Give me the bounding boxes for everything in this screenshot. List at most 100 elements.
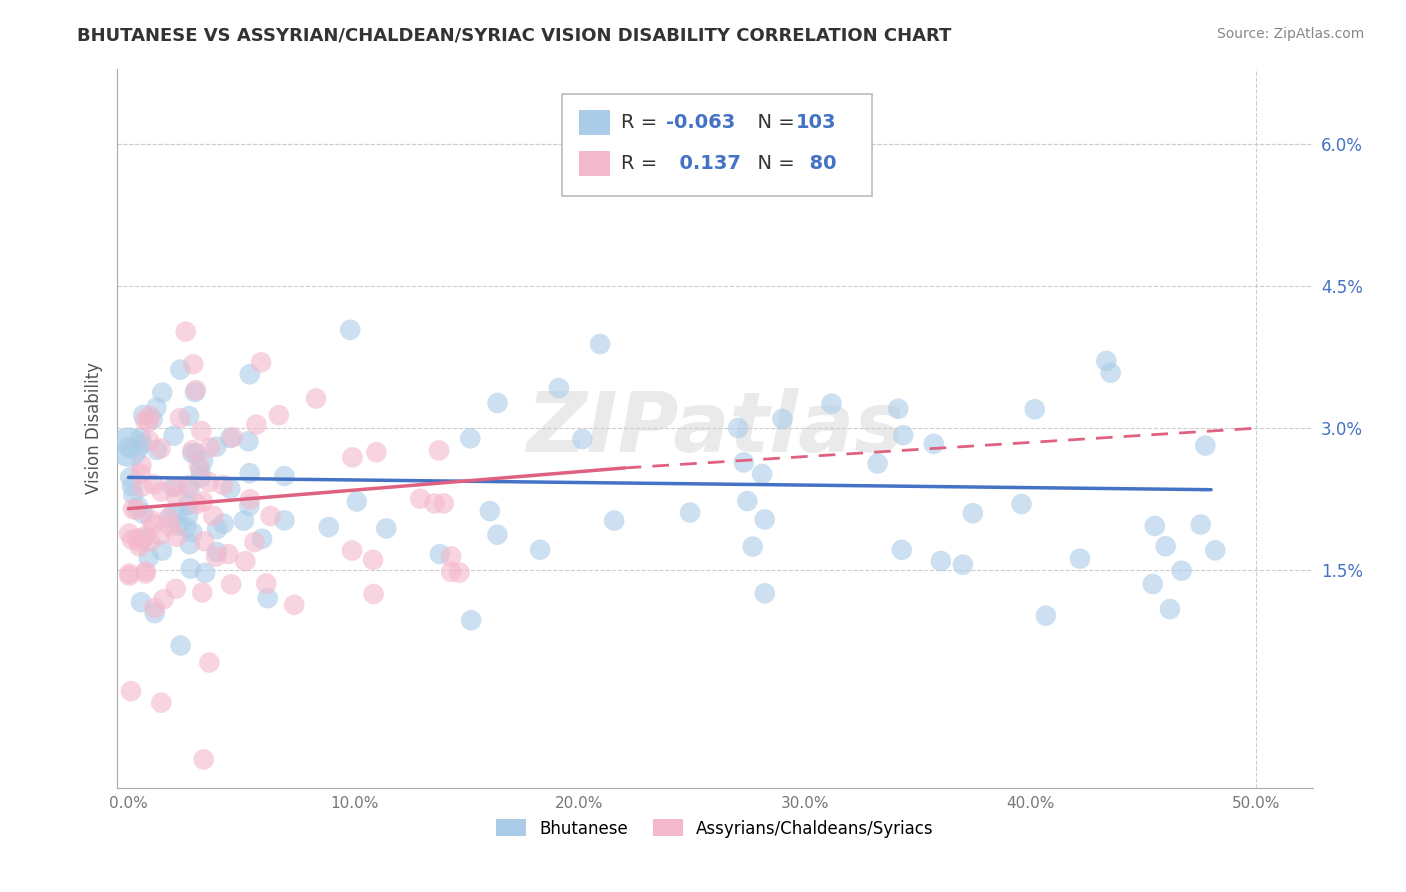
Point xyxy=(478,504,501,518)
Point xyxy=(449,566,471,580)
Point xyxy=(1010,497,1032,511)
Point xyxy=(127,500,149,514)
Point xyxy=(754,586,776,600)
Text: -0.063: -0.063 xyxy=(666,112,735,132)
Point xyxy=(727,421,749,435)
Point xyxy=(339,323,361,337)
Point xyxy=(962,506,984,520)
Point xyxy=(1159,602,1181,616)
Point xyxy=(149,442,172,456)
Point xyxy=(131,458,153,472)
Point xyxy=(952,558,974,572)
Point xyxy=(169,411,191,425)
Point xyxy=(820,397,842,411)
Point xyxy=(1143,519,1166,533)
Point xyxy=(571,432,593,446)
Point xyxy=(129,595,152,609)
Point xyxy=(167,518,190,533)
Point xyxy=(929,554,952,568)
Point xyxy=(273,513,295,527)
Point xyxy=(191,585,214,599)
Point xyxy=(191,494,214,508)
Point xyxy=(186,497,208,511)
Point xyxy=(179,478,201,492)
Point xyxy=(129,535,152,549)
Point xyxy=(145,401,167,415)
Point xyxy=(159,509,181,524)
Point xyxy=(165,582,187,596)
Point xyxy=(190,424,212,438)
Point xyxy=(219,482,242,496)
Point xyxy=(165,530,187,544)
Point xyxy=(219,431,242,445)
Point xyxy=(150,484,173,499)
Point xyxy=(239,368,262,382)
Point xyxy=(159,519,181,533)
Point xyxy=(121,479,143,493)
Point xyxy=(122,488,145,502)
Point xyxy=(129,431,152,445)
Point xyxy=(486,396,509,410)
Point xyxy=(250,532,273,546)
Point xyxy=(169,362,191,376)
Point xyxy=(117,440,139,454)
Point xyxy=(191,454,214,468)
Point xyxy=(1142,577,1164,591)
Point xyxy=(150,385,173,400)
Point xyxy=(120,442,142,456)
Point xyxy=(486,527,509,541)
Point xyxy=(198,441,221,455)
Point xyxy=(239,467,262,481)
Point xyxy=(188,458,211,473)
Point xyxy=(205,549,228,564)
Text: N =: N = xyxy=(745,153,801,173)
Point xyxy=(138,415,160,429)
Point xyxy=(273,469,295,483)
Point xyxy=(139,409,162,423)
Point xyxy=(166,491,188,505)
Point xyxy=(134,531,156,545)
Point xyxy=(1154,539,1177,553)
Point xyxy=(243,535,266,549)
Point xyxy=(180,561,202,575)
Point xyxy=(741,540,763,554)
Point xyxy=(589,337,612,351)
Point xyxy=(754,512,776,526)
Point xyxy=(1024,402,1046,417)
Point xyxy=(117,440,139,454)
Point xyxy=(205,522,228,536)
Point xyxy=(149,528,172,542)
Point xyxy=(131,436,153,450)
Text: 103: 103 xyxy=(796,112,837,132)
Point xyxy=(529,542,551,557)
Point xyxy=(198,656,221,670)
Point xyxy=(679,506,702,520)
Point xyxy=(363,587,385,601)
Point xyxy=(458,431,481,445)
Point xyxy=(460,613,482,627)
Text: 80: 80 xyxy=(796,153,837,173)
Point xyxy=(139,513,162,527)
Point xyxy=(135,566,157,581)
Point xyxy=(131,480,153,494)
Legend: Bhutanese, Assyrians/Chaldeans/Syriacs: Bhutanese, Assyrians/Chaldeans/Syriacs xyxy=(489,813,941,844)
Point xyxy=(177,409,200,423)
Point xyxy=(138,550,160,565)
Point xyxy=(129,467,152,481)
Point xyxy=(174,325,197,339)
Point xyxy=(143,606,166,620)
Point xyxy=(427,443,450,458)
Point xyxy=(198,475,221,490)
Point xyxy=(890,542,912,557)
Point xyxy=(770,412,793,426)
Text: 0.137: 0.137 xyxy=(666,153,741,173)
Point xyxy=(125,503,148,517)
Point xyxy=(118,566,141,581)
Point xyxy=(176,498,198,512)
Point xyxy=(217,547,239,561)
Text: BHUTANESE VS ASSYRIAN/CHALDEAN/SYRIAC VISION DISABILITY CORRELATION CHART: BHUTANESE VS ASSYRIAN/CHALDEAN/SYRIAC VI… xyxy=(77,27,952,45)
Point xyxy=(181,357,204,371)
Point xyxy=(1204,543,1226,558)
Point xyxy=(866,457,889,471)
Point xyxy=(177,508,200,523)
